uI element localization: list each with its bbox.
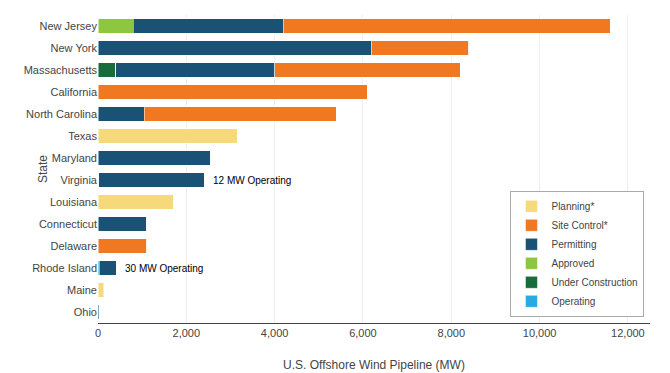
svg-text:Rhode Island: Rhode Island bbox=[32, 262, 97, 274]
svg-text:U.S. Offshore Wind Pipeline (M: U.S. Offshore Wind Pipeline (MW) bbox=[283, 358, 465, 372]
svg-text:Texas: Texas bbox=[68, 130, 97, 142]
svg-text:8,000: 8,000 bbox=[438, 327, 466, 339]
svg-text:12 MW Operating: 12 MW Operating bbox=[213, 175, 291, 186]
svg-text:2,000: 2,000 bbox=[173, 327, 201, 339]
svg-text:12,000: 12,000 bbox=[611, 327, 645, 339]
svg-text:Louisiana: Louisiana bbox=[50, 196, 98, 208]
svg-text:Maryland: Maryland bbox=[52, 152, 97, 164]
svg-text:California: California bbox=[51, 86, 98, 98]
svg-text:Delaware: Delaware bbox=[51, 240, 97, 252]
svg-text:Virginia: Virginia bbox=[61, 174, 98, 186]
svg-text:Site Control*: Site Control* bbox=[551, 220, 607, 231]
svg-text:New Jersey: New Jersey bbox=[40, 20, 98, 32]
svg-text:Planning*: Planning* bbox=[551, 201, 594, 212]
svg-text:6,000: 6,000 bbox=[349, 327, 377, 339]
svg-text:4,000: 4,000 bbox=[261, 327, 289, 339]
svg-text:New York: New York bbox=[51, 42, 98, 54]
svg-text:Ohio: Ohio bbox=[74, 306, 97, 318]
svg-text:Maine: Maine bbox=[67, 284, 97, 296]
svg-text:Operating: Operating bbox=[551, 296, 595, 307]
svg-text:Massachusetts: Massachusetts bbox=[24, 64, 98, 76]
svg-text:Permitting: Permitting bbox=[551, 239, 596, 250]
svg-text:Under Construction: Under Construction bbox=[551, 277, 637, 288]
svg-text:30 MW Operating: 30 MW Operating bbox=[125, 263, 203, 274]
svg-text:State: State bbox=[36, 155, 50, 183]
svg-text:10,000: 10,000 bbox=[523, 327, 557, 339]
svg-text:Connecticut: Connecticut bbox=[39, 218, 97, 230]
svg-text:0: 0 bbox=[95, 327, 101, 339]
svg-text:Approved: Approved bbox=[551, 258, 594, 269]
svg-text:North Carolina: North Carolina bbox=[26, 108, 98, 120]
